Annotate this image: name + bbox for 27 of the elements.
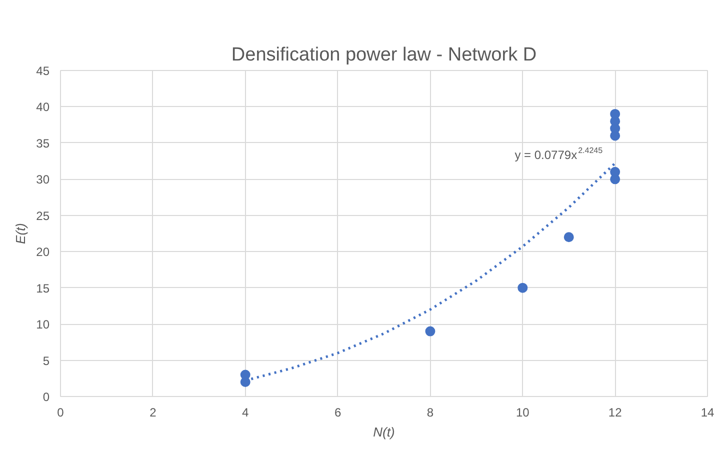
point	[518, 282, 528, 293]
y-axis-title: E(t)	[13, 223, 28, 244]
y-tick-label: 10	[36, 318, 50, 332]
y-tick-label: 25	[36, 208, 50, 223]
point	[610, 108, 620, 119]
x-tick-label: 6	[334, 406, 342, 420]
y-tick-label: 0	[42, 390, 50, 404]
x-tick-label: 10	[516, 406, 530, 420]
y-tick-label: 30	[36, 172, 50, 187]
x-axis-title: N(t)	[373, 424, 395, 440]
y-tick-label: 35	[36, 136, 50, 150]
y-tick-label: 20	[36, 245, 50, 260]
x-tick-label: 2	[150, 406, 157, 420]
point	[610, 166, 620, 177]
x-tick-label: 14	[700, 406, 714, 420]
y-tick-label: 5	[42, 354, 50, 368]
x-tick-label: 0	[57, 406, 64, 420]
x-tick-label: 8	[426, 406, 434, 420]
chart-title: Densification power law - Network D	[231, 44, 537, 66]
x-tick-label: 4	[242, 406, 250, 420]
x-tick-label: 12	[608, 406, 622, 420]
y-tick-label: 45	[36, 64, 50, 78]
point	[564, 232, 574, 242]
y-tick-label: 40	[36, 100, 50, 114]
point	[240, 370, 250, 380]
point	[425, 326, 436, 336]
y-tick-label: 15	[36, 281, 50, 296]
